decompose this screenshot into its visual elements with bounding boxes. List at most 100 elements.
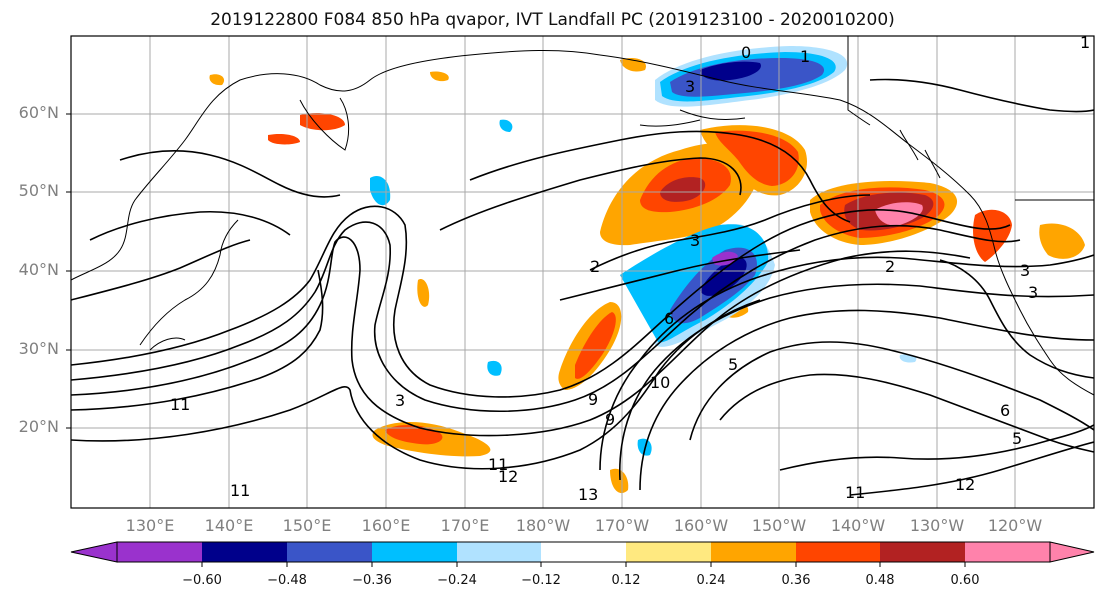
contour-label: 11	[845, 483, 865, 502]
contour-line	[869, 78, 1094, 113]
colorbar-outline	[116, 541, 1051, 563]
contours	[71, 78, 1094, 496]
negative-anomaly-small1	[370, 176, 391, 206]
lon-label: 170°E	[440, 516, 490, 535]
colorbar-bin	[965, 542, 1050, 562]
bc-islands	[899, 129, 941, 179]
contour-label: 6	[1000, 401, 1010, 420]
positive-anomaly-small5	[209, 74, 225, 86]
colorbar-tick-label: −0.24	[437, 573, 477, 588]
graticule	[71, 36, 1094, 508]
positive-anomaly-small2	[610, 468, 629, 494]
contour-label: 5	[728, 355, 738, 374]
lon-label: 160°E	[361, 516, 411, 535]
lon-label: 170°W	[594, 516, 650, 535]
lon-label: 160°W	[673, 516, 729, 535]
positive-anomaly-small1	[417, 279, 430, 307]
lon-label: 130°W	[909, 516, 965, 535]
colorbar-bin	[711, 542, 796, 562]
colorbar-bin	[796, 542, 880, 562]
map-area: 0 1 1 3 3 2 3 3 2 5 6 9 10 11 12 13 11 1…	[71, 36, 1094, 508]
contour-line	[589, 194, 871, 271]
contour-label: 6	[664, 309, 674, 328]
negative-anomaly-alaska-max	[700, 61, 761, 81]
contour-line	[439, 157, 742, 231]
lon-label: 140°W	[830, 516, 886, 535]
axis-ticks	[66, 113, 71, 429]
colorbar-tick-label: 0.48	[865, 573, 895, 588]
negative-anomaly-small5	[499, 119, 513, 132]
contour-label: 12	[955, 475, 975, 494]
positive-anomaly-kamchatka	[268, 133, 300, 145]
contour-label: 13	[578, 485, 598, 504]
contour-line	[89, 210, 291, 241]
map-title: 2019122800 F084 850 hPa qvapor, IVT Land…	[210, 10, 895, 30]
colorbar-bin	[880, 542, 965, 562]
colorbar-tick-label: −0.60	[182, 573, 222, 588]
colorbar-tick-label: 0.60	[950, 573, 980, 588]
colorbar-bin	[372, 542, 457, 562]
contour-line	[689, 341, 1094, 441]
lon-label: 120°W	[987, 516, 1043, 535]
contour-label: 3	[685, 77, 695, 96]
map-frame	[70, 35, 1095, 509]
contour-label: 3	[395, 391, 405, 410]
colorbar-extend-right	[1049, 541, 1095, 563]
lat-label: 30°N	[18, 339, 59, 358]
asia-coast	[71, 50, 601, 281]
alaska-peninsula	[639, 109, 746, 127]
colorbar-bin	[626, 542, 711, 562]
contour-line	[779, 424, 1094, 471]
contour-line	[71, 221, 1021, 412]
contour-label: 10	[650, 373, 670, 392]
contour-line	[71, 299, 761, 470]
colorbar-extend-left	[70, 541, 118, 563]
contour-line	[639, 309, 1094, 491]
contour-label: 9	[605, 410, 615, 429]
colorbar	[70, 541, 1095, 567]
positive-anomaly-small6	[430, 71, 449, 82]
contour-label: 1	[800, 47, 810, 66]
positive-anomaly-subtropic-core	[575, 312, 616, 379]
colorbar-tick-label: −0.48	[267, 573, 307, 588]
contour-line	[619, 283, 1094, 481]
alaska-border	[847, 36, 871, 126]
japan	[139, 219, 239, 351]
contour-label: 2	[885, 257, 895, 276]
contour-label: 3	[690, 231, 700, 250]
lat-label: 40°N	[18, 260, 59, 279]
contour-label: 12	[498, 467, 518, 486]
colorbar-bin	[457, 542, 541, 562]
contour-line	[719, 373, 1094, 453]
colorbar-bin	[287, 542, 372, 562]
contour-label: 5	[1012, 429, 1022, 448]
contour-label: 2	[590, 257, 600, 276]
contour-line	[119, 150, 341, 198]
lon-label: 150°W	[751, 516, 807, 535]
contour-line	[71, 269, 324, 411]
colorbar-tick-label: −0.12	[521, 573, 561, 588]
colorbar-bin	[541, 542, 626, 562]
contour-line	[71, 239, 251, 301]
lon-label: 140°E	[204, 516, 254, 535]
colorbar-tick-label: 0.24	[696, 573, 726, 588]
negative-anomaly-small2	[487, 360, 502, 376]
positive-anomaly-coast-max	[875, 202, 923, 226]
contour-line	[71, 205, 1011, 398]
contour-label: 11	[230, 481, 250, 500]
contour-line	[469, 130, 851, 223]
colorbar-bin	[202, 542, 287, 562]
contour-label: 0	[741, 43, 751, 62]
contour-line	[939, 259, 1094, 379]
contour-line	[559, 249, 801, 301]
contour-label: 3	[1020, 261, 1030, 280]
colorbar-tick-label: 0.12	[611, 573, 641, 588]
contour-labels: 0 1 1 3 3 2 3 3 2 5 6 9 10 11 12 13 11 1…	[170, 36, 1090, 504]
lon-label: 130°E	[125, 516, 175, 535]
colorbar-tick-label: 0.36	[781, 573, 811, 588]
contour-label: 3	[1028, 283, 1038, 302]
contour-line	[849, 441, 1094, 496]
lat-label: 50°N	[18, 181, 59, 200]
positive-anomaly-nw2	[1039, 223, 1085, 259]
